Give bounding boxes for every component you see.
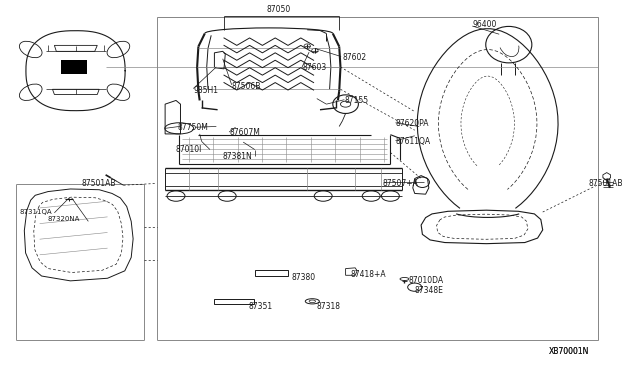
Text: 87620PA: 87620PA <box>396 119 429 128</box>
Text: 87607M: 87607M <box>229 128 260 137</box>
Text: 87155: 87155 <box>344 96 369 105</box>
Bar <box>61 60 87 74</box>
Bar <box>255 270 288 276</box>
Text: 87311QA: 87311QA <box>19 209 52 215</box>
Text: 87501AB: 87501AB <box>82 179 116 187</box>
Text: 87506B: 87506B <box>232 82 261 91</box>
Text: 87611QA: 87611QA <box>396 137 431 146</box>
Text: 87351: 87351 <box>248 302 273 311</box>
Text: 96400: 96400 <box>472 20 497 29</box>
Text: XB70001N: XB70001N <box>549 347 589 356</box>
Text: 87320NA: 87320NA <box>48 217 81 222</box>
Text: 87507+A: 87507+A <box>383 179 419 187</box>
Text: 87010I: 87010I <box>176 145 202 154</box>
Text: 87602: 87602 <box>342 53 367 62</box>
Text: 87348E: 87348E <box>415 286 444 295</box>
Text: 87381N: 87381N <box>223 152 252 161</box>
Text: 87418+A: 87418+A <box>351 270 387 279</box>
Text: 87603: 87603 <box>302 63 326 72</box>
Text: 87010DA: 87010DA <box>408 276 444 285</box>
Text: XB70001N: XB70001N <box>549 347 589 356</box>
Text: 87501AB: 87501AB <box>589 179 623 187</box>
Text: 87750M: 87750M <box>178 123 209 132</box>
Text: 985H1: 985H1 <box>193 86 218 94</box>
Text: 87318: 87318 <box>317 302 341 311</box>
Bar <box>214 299 254 304</box>
Text: 87050: 87050 <box>266 5 291 14</box>
Text: 87380: 87380 <box>291 273 316 282</box>
